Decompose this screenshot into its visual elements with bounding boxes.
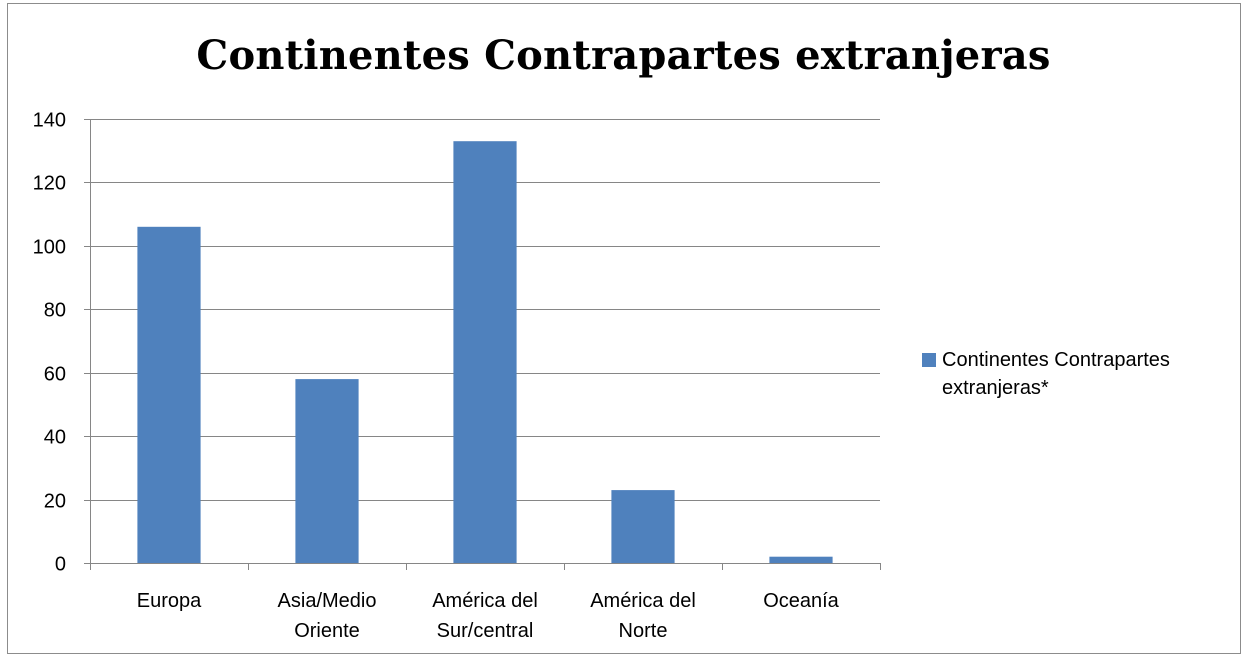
bar bbox=[137, 226, 201, 564]
x-tick-label: Oceanía bbox=[763, 590, 839, 612]
x-tick-label-line: Asia/Medio bbox=[278, 590, 377, 612]
x-tick-label-line: América del bbox=[432, 590, 538, 612]
legend-swatch bbox=[922, 353, 936, 367]
y-tick-label: 120 bbox=[33, 173, 66, 195]
legend-label: Continentes Contrapartes extranjeras* bbox=[942, 349, 1170, 399]
x-tick-label-line: Sur/central bbox=[437, 620, 534, 642]
x-tick-label: América del Sur/central bbox=[432, 590, 538, 642]
y-tick-labels: 0 20 40 60 80 100 120 140 bbox=[33, 110, 66, 576]
x-tick-label: Asia/Medio Oriente bbox=[278, 590, 377, 642]
y-tick-label: 80 bbox=[44, 300, 66, 322]
x-tick-label-line: Oriente bbox=[294, 620, 360, 642]
y-tick-label: 0 bbox=[55, 554, 66, 576]
y-tick-label: 20 bbox=[44, 491, 66, 513]
x-tick-label-line: Oceanía bbox=[763, 590, 839, 612]
x-tick-label: Europa bbox=[137, 590, 202, 612]
y-tick-label: 100 bbox=[33, 237, 66, 259]
y-tick-label: 40 bbox=[44, 427, 66, 449]
bar bbox=[611, 490, 675, 563]
x-tick-label: América del Norte bbox=[590, 590, 696, 642]
bar bbox=[295, 379, 359, 563]
x-tick-label-line: América del bbox=[590, 590, 696, 612]
x-tick-labels: Europa Asia/Medio Oriente América del Sur/ce… bbox=[137, 590, 840, 642]
y-tick-label: 60 bbox=[44, 364, 66, 386]
y-tick-label: 140 bbox=[33, 110, 66, 132]
bar bbox=[453, 141, 517, 563]
axes bbox=[90, 119, 881, 570]
bar bbox=[769, 556, 833, 563]
bars bbox=[137, 141, 833, 564]
x-tick-label-line: Europa bbox=[137, 590, 202, 612]
x-tick-label-line: Norte bbox=[619, 620, 668, 642]
chart-title: Continentes Contrapartes extranjeras bbox=[196, 32, 1051, 79]
